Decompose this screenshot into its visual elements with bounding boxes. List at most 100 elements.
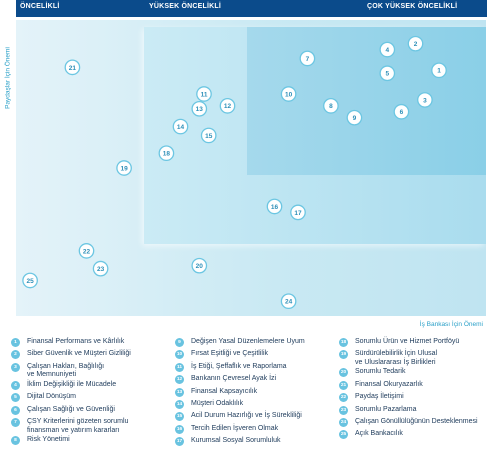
legend-number-badge: 17	[175, 437, 184, 447]
bubble-circle	[346, 109, 363, 126]
bubble-circle	[299, 50, 316, 67]
legend-text: Çalışan Hakları, Bağlılığı ve Memnuniyeti	[27, 362, 105, 379]
legend-item: 6 Çalışan Sağlığı ve Güvenliği	[11, 405, 115, 415]
legend-number-badge: 16	[175, 424, 184, 434]
legend-text: Müşteri Odaklılık	[191, 400, 244, 407]
legend-number-badge: 18	[339, 338, 348, 347]
legend-text: Siber Güvenlik ve Müşteri Gizliliği	[27, 350, 131, 358]
bubble-circle	[64, 59, 81, 76]
legend-number-badge: 7	[11, 418, 20, 427]
bubble-label: 16	[271, 204, 279, 211]
legend-item: 21 Finansal Okuryazarlık	[339, 380, 423, 390]
legend-number-badge: 8	[11, 436, 20, 445]
legend-item: 12 Bankanın Çevresel Ayak İzi	[175, 375, 277, 385]
legend-item: 18 Sorumlu Ürün ve Hizmet Portföyü	[339, 338, 459, 347]
legend-text: Risk Yönetimi	[27, 436, 70, 443]
legend-text: Sürdürülebilirlik İçin Ulusal ve Uluslara…	[355, 350, 438, 366]
bubble-3: 3	[417, 92, 433, 108]
header-priority-label: ÖNCELİKLİ	[20, 3, 60, 10]
bubble-17: 17	[290, 204, 306, 221]
bubble-11: 11	[196, 86, 212, 102]
bubble-label: 15	[205, 133, 213, 140]
bubble-circle	[417, 92, 433, 108]
bubble-label: 22	[83, 248, 91, 255]
legend-item: 25 Açık Bankacılık	[339, 430, 403, 440]
legend-number-badge: 15	[175, 412, 184, 422]
bubble-2: 2	[407, 35, 424, 52]
legend-text: Fırsat Eşitliği ve Çeşitlilik	[191, 350, 269, 358]
bubble-circle	[379, 41, 396, 58]
bubble-14: 14	[172, 118, 189, 135]
legend-text: Finansal Okuryazarlık	[355, 380, 423, 388]
bubble-15: 15	[200, 127, 217, 144]
bubble-circle	[219, 97, 236, 114]
bubble-circle	[280, 293, 297, 310]
bubble-circle	[290, 204, 306, 221]
bubble-label: 21	[69, 65, 77, 72]
bubble-circle	[431, 62, 447, 79]
bubble-label: 24	[285, 299, 293, 306]
legend-text: Acil Durum Hazırlığı ve İş Sürekliliği	[191, 412, 302, 420]
legend-text: Sorumlu Pazarlama	[355, 405, 417, 413]
legend-number-badge: 19	[339, 350, 348, 360]
bubble-circle	[393, 103, 410, 120]
bubble-label: 20	[196, 263, 204, 270]
legend-item: 11 İş Etiği, Şeffaflık ve Raporlama	[175, 362, 287, 372]
legend-text: ÇSY Kriterlerini gözeten sorumlu finansma…	[27, 418, 129, 434]
legend-text: İş Etiği, Şeffaflık ve Raporlama	[191, 362, 287, 370]
legend-item: 24 Çalışan Gönüllülüğünün Desteklenmesi	[339, 418, 478, 427]
bubble-label: 13	[196, 106, 204, 113]
bubble-circle	[407, 35, 424, 52]
bubble-4: 4	[379, 41, 396, 58]
legend-text: İklim Değişikliği ile Mücadele	[27, 380, 117, 388]
legend-item: 20 Sorumlu Tedarik	[339, 368, 405, 378]
legend-number-badge: 21	[339, 380, 348, 390]
legend-text: Açık Bankacılık	[355, 430, 403, 438]
bubble-circle	[379, 65, 396, 82]
bubble-21: 21	[64, 59, 81, 76]
legend-text: Sorumlu Ürün ve Hizmet Portföyü	[355, 338, 460, 345]
x-axis-label: İş Bankası İçin Önemi	[419, 321, 483, 328]
legend-item: 10 Fırsat Eşitliği ve Çeşitlilik	[175, 350, 269, 360]
bubble-label: 9	[353, 115, 357, 122]
legend-item: 1 Finansal Performans ve Kârlılık	[11, 338, 124, 347]
legend-number-badge: 20	[339, 368, 348, 378]
legend-number-badge: 3	[11, 362, 20, 372]
legend-item: 15 Acil Durum Hazırlığı ve İş Sürekliliği	[175, 412, 302, 422]
legend-text: Çalışan Sağlığı ve Güvenliği	[27, 405, 115, 413]
bubble-circle	[92, 260, 109, 277]
legend-item: 8 Risk Yönetimi	[11, 436, 70, 445]
legend-number-badge: 9	[175, 338, 184, 347]
legend-item: 2 Siber Güvenlik ve Müşteri Gizliliği	[11, 350, 131, 360]
legend-text: Kurumsal Sosyal Sorumluluk	[191, 437, 281, 445]
bubble-circle	[200, 127, 217, 144]
bubble-18: 18	[158, 145, 175, 162]
bubble-circle	[266, 198, 283, 215]
bubble-label: 2	[414, 41, 418, 48]
bubble-circle	[22, 272, 38, 289]
legend-text: Tercih Edilen İşveren Olmak	[191, 424, 279, 432]
legend-number-badge: 5	[11, 393, 20, 403]
legend-number-badge: 13	[175, 387, 184, 397]
bubble-label: 25	[26, 278, 34, 285]
bubble-label: 6	[400, 109, 404, 116]
legend-text: Değişen Yasal Düzenlemelere Uyum	[191, 338, 305, 345]
legend-text: Bankanın Çevresel Ayak İzi	[191, 375, 277, 383]
legend-number-badge: 24	[339, 418, 348, 427]
bubble-label: 10	[285, 91, 293, 98]
legend-text: Dijital Dönüşüm	[27, 393, 77, 401]
legend-number-badge: 4	[11, 380, 20, 390]
bubble-label: 4	[385, 47, 389, 54]
legend-item: 19 Sürdürülebilirlik İçin Ulusal ve Ulusla…	[339, 350, 437, 367]
legend-number-badge: 2	[11, 350, 20, 360]
legend-text: Paydaş İletişimi	[355, 393, 404, 401]
legend-item: 14 Müşteri Odaklılık	[175, 400, 243, 409]
bubble-12: 12	[219, 97, 236, 114]
legend-number-badge: 23	[339, 405, 348, 415]
bubble-circle	[196, 86, 212, 102]
legend-item: 9 Değişen Yasal Düzenlemelere Uyum	[175, 338, 305, 347]
bubble-label: 12	[224, 103, 232, 110]
legend-number-badge: 10	[175, 350, 184, 360]
bubble-22: 22	[78, 243, 95, 259]
bubble-label: 11	[201, 91, 208, 98]
